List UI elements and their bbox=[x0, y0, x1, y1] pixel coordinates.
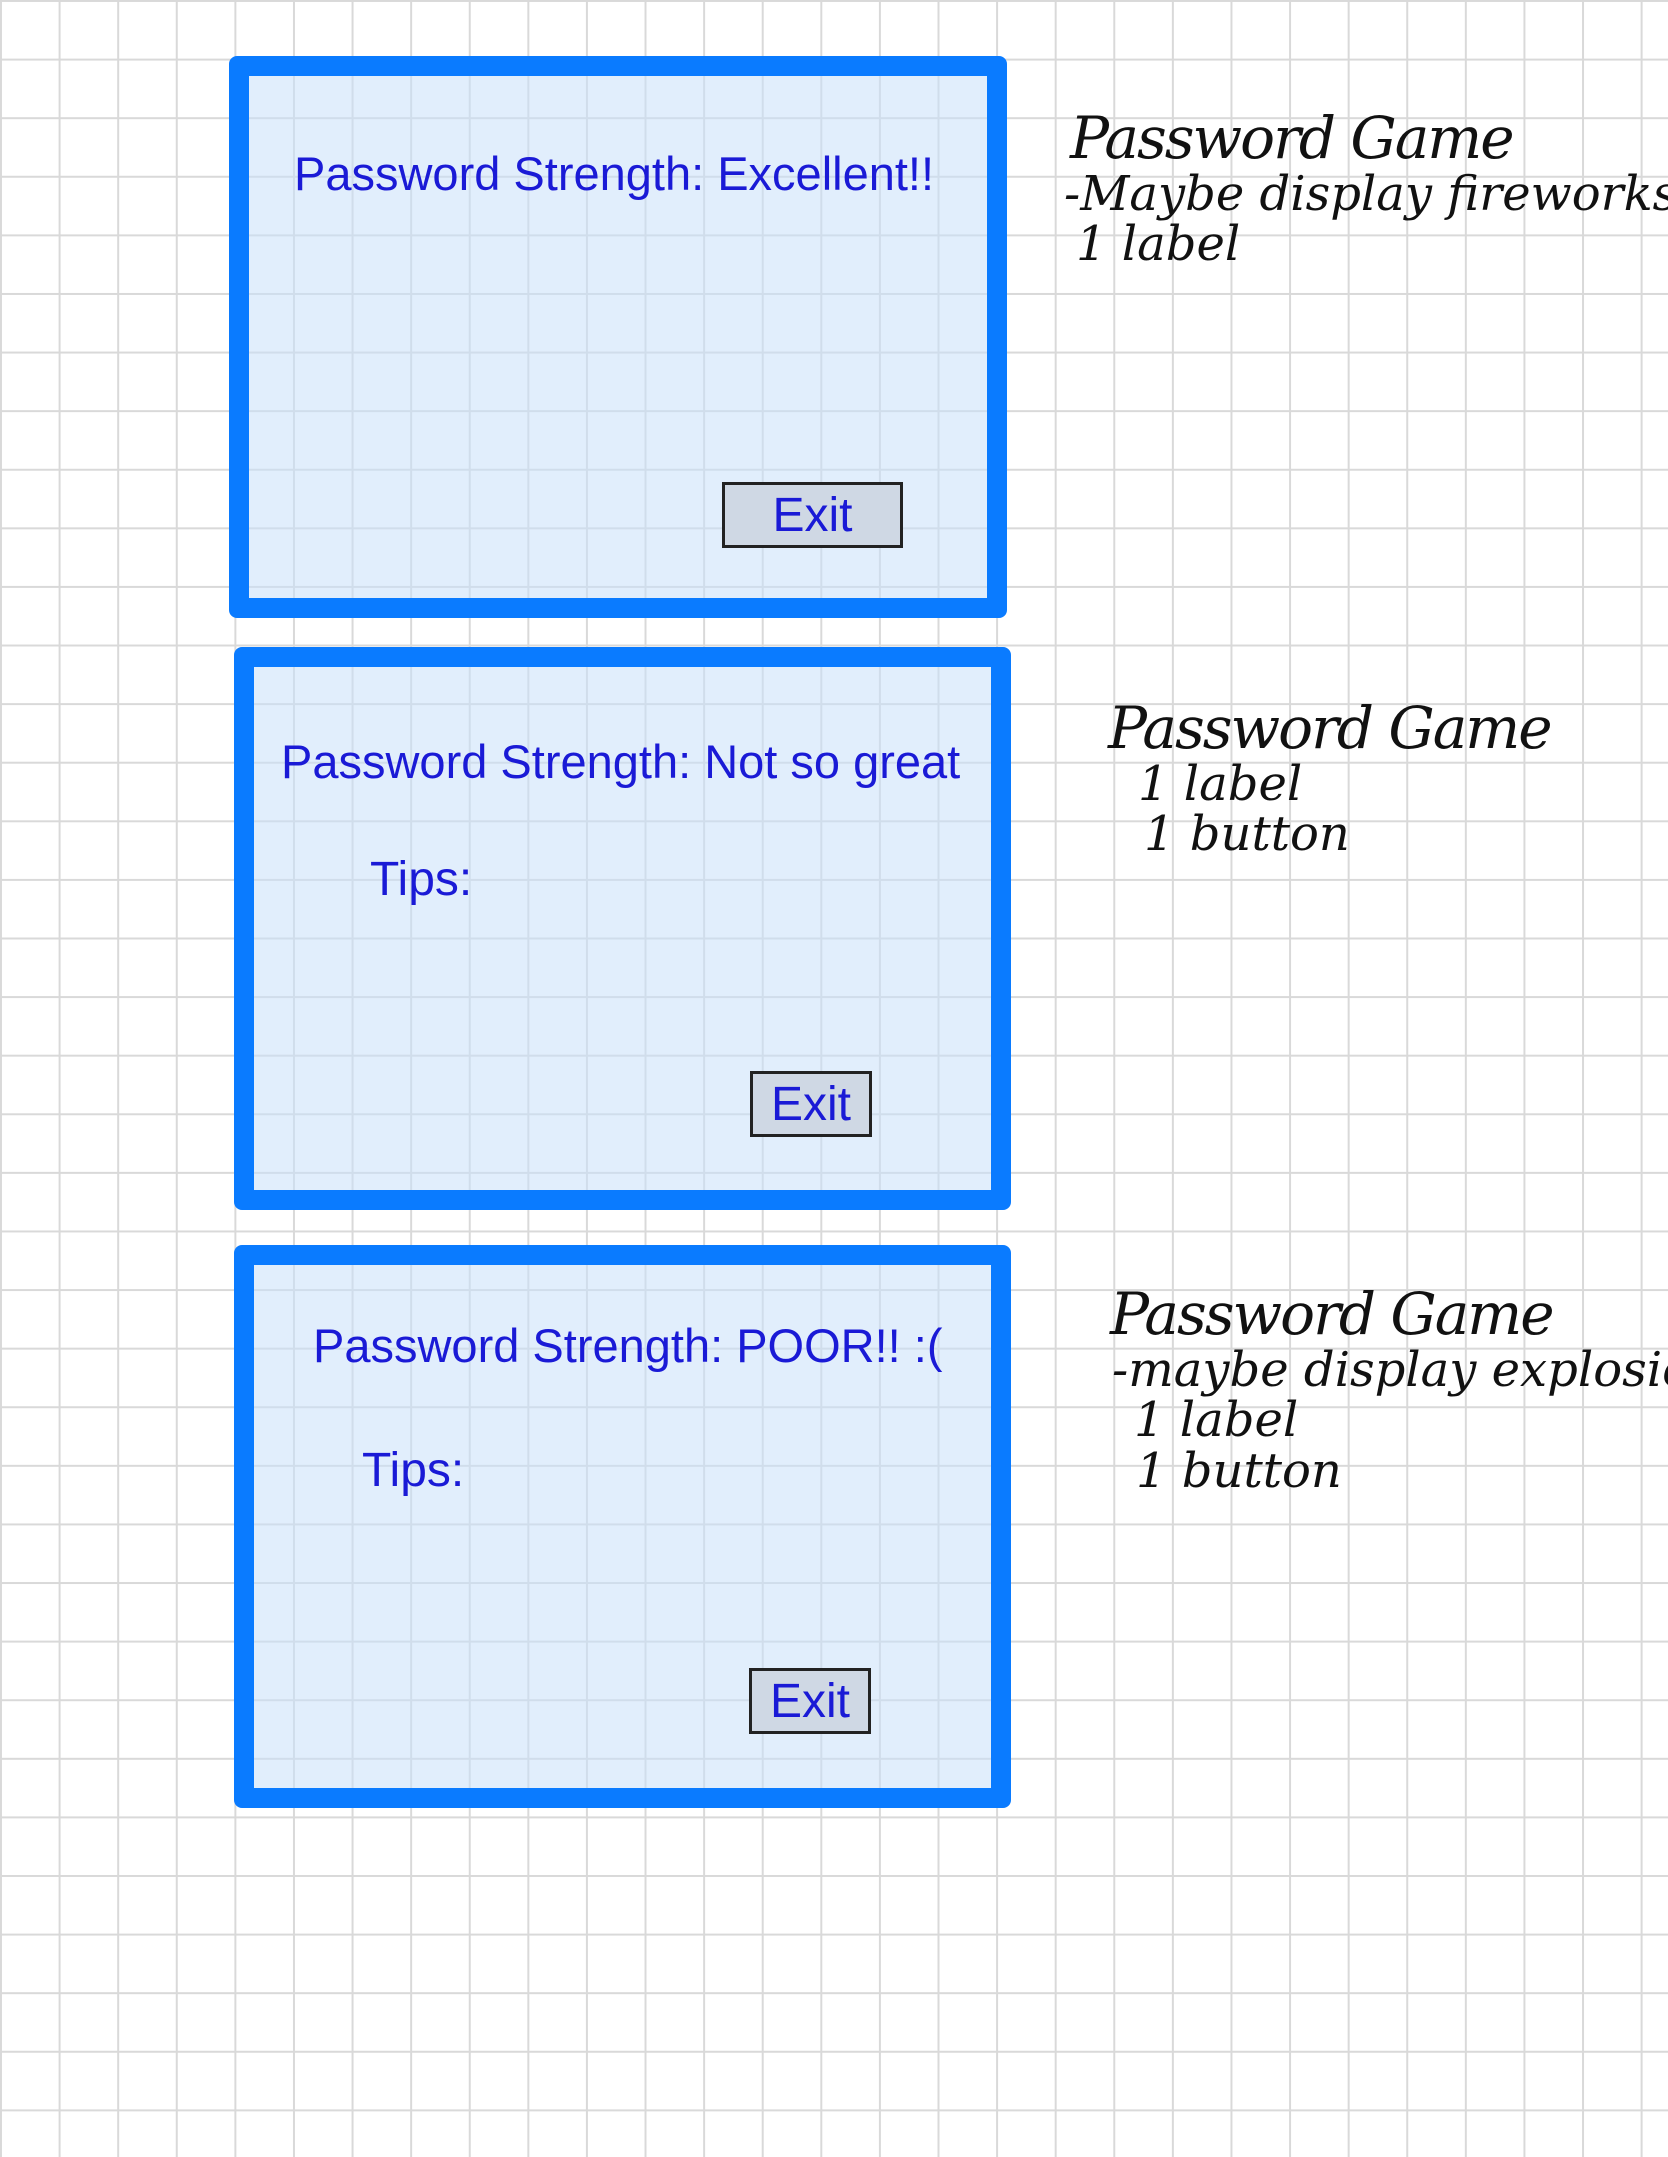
exit-button[interactable]: Exit bbox=[750, 1071, 872, 1137]
note-line: -maybe display explosion? bbox=[1112, 1341, 1668, 1398]
note-line: 1 label bbox=[1138, 755, 1303, 812]
mockup-poor-window: Password Strength: POOR!! :( Tips: Exit bbox=[234, 1245, 1011, 1808]
password-strength-label: Password Strength: Not so great bbox=[281, 735, 961, 788]
handwritten-note-2: Password Game 1 label 1 button bbox=[1108, 694, 1553, 863]
note-line: -Maybe display fireworks? bbox=[1064, 165, 1668, 222]
note-line: 1 button bbox=[1144, 806, 1350, 863]
mockup-excellent-window: Password Strength: Excellent!! Exit bbox=[229, 56, 1007, 618]
exit-button[interactable]: Exit bbox=[722, 482, 903, 548]
password-strength-label: Password Strength: POOR!! :( bbox=[313, 1319, 943, 1372]
mockup-not-so-great-window: Password Strength: Not so great Tips: Ex… bbox=[234, 647, 1011, 1210]
password-strength-label: Password Strength: Excellent!! bbox=[294, 147, 935, 200]
note-title: Password Game bbox=[1108, 694, 1553, 762]
handwritten-note-3: Password Game -maybe display explosion? … bbox=[1110, 1284, 1668, 1496]
note-line: 1 button bbox=[1136, 1442, 1342, 1499]
tips-label: Tips: bbox=[370, 853, 473, 906]
note-line: 1 label bbox=[1076, 216, 1241, 273]
exit-button[interactable]: Exit bbox=[749, 1668, 871, 1734]
tips-label: Tips: bbox=[362, 1444, 465, 1497]
note-title: Password Game bbox=[1110, 1280, 1555, 1348]
handwritten-note-1: Password Game -Maybe display fireworks? … bbox=[1064, 104, 1668, 273]
note-line: 1 label bbox=[1134, 1392, 1299, 1449]
note-title: Password Game bbox=[1070, 104, 1515, 172]
